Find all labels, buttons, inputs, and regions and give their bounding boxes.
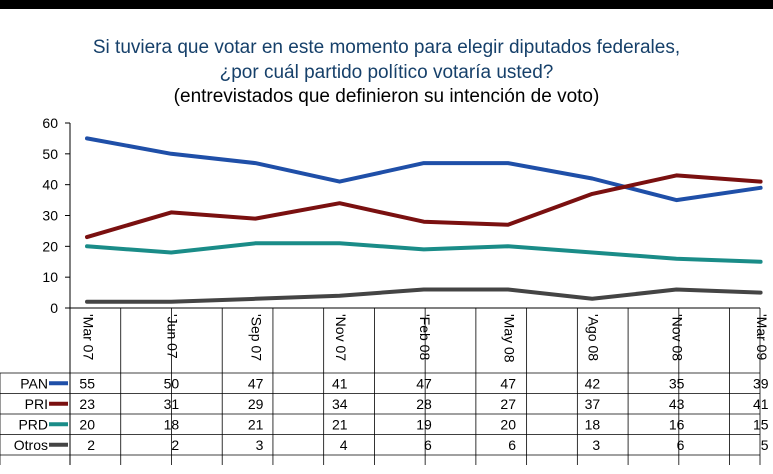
x-tick-label: 'May 08 xyxy=(501,314,517,363)
table-value: 50 xyxy=(164,375,180,391)
table-value: 27 xyxy=(500,396,516,412)
series-line-prd xyxy=(85,241,763,264)
table-value: 39 xyxy=(753,375,769,391)
y-tick-label: 20 xyxy=(42,238,58,254)
y-tick-label: 30 xyxy=(42,208,58,224)
x-tick-label: 'Nov 07 xyxy=(333,314,349,361)
table-value: 47 xyxy=(500,375,516,391)
table-value: 6 xyxy=(508,437,516,453)
y-tick-label: 40 xyxy=(42,177,58,193)
table-series-label: PAN xyxy=(20,375,48,391)
x-tick-label: 'Nov 08 xyxy=(670,314,686,361)
table-value: 6 xyxy=(677,437,685,453)
table-value: 21 xyxy=(248,416,264,432)
table-value: 41 xyxy=(332,375,348,391)
table-value: 37 xyxy=(585,396,601,412)
table-value: 34 xyxy=(332,396,348,412)
table-value: 42 xyxy=(585,375,601,391)
chart-title-line-3: (entrevistados que definieron su intenci… xyxy=(173,86,600,107)
table-value: 23 xyxy=(79,396,95,412)
series-line-pri xyxy=(85,173,763,240)
table-value: 3 xyxy=(256,437,264,453)
table-value: 29 xyxy=(248,396,264,412)
table-value: 4 xyxy=(340,437,348,453)
y-tick-label: 60 xyxy=(42,115,58,131)
table-value: 43 xyxy=(669,396,685,412)
table-series-label: PRD xyxy=(18,416,48,432)
y-tick-label: 0 xyxy=(50,300,58,316)
table-value: 3 xyxy=(592,437,600,453)
x-tick-label: 'Mar 07 xyxy=(80,314,96,360)
table-value: 47 xyxy=(248,375,264,391)
series-line-otros xyxy=(85,287,763,304)
x-tick-label: 'Sep 07 xyxy=(249,314,265,361)
table-value: 20 xyxy=(79,416,95,432)
table-series-label: Otros xyxy=(14,437,48,453)
series-line-pan xyxy=(85,136,763,203)
y-tick-label: 10 xyxy=(42,269,58,285)
table-value: 47 xyxy=(416,375,432,391)
y-tick-label: 50 xyxy=(42,146,58,162)
table-value: 28 xyxy=(416,396,432,412)
table-value: 19 xyxy=(416,416,432,432)
table-value: 2 xyxy=(87,437,95,453)
table-value: 41 xyxy=(753,396,769,412)
x-tick-label: 'Mar 09 xyxy=(754,314,770,360)
chart-title-line-2: ¿por cuál partido político votaría usted… xyxy=(219,62,554,83)
table-value: 31 xyxy=(164,396,180,412)
table-value: 16 xyxy=(669,416,685,432)
chart-title-line-1: Si tuviera que votar en este momento par… xyxy=(92,37,681,58)
table-series-label: PRI xyxy=(25,396,48,412)
top-bar xyxy=(0,0,773,9)
table-value: 18 xyxy=(585,416,601,432)
table-value: 21 xyxy=(332,416,348,432)
table-value: 15 xyxy=(753,416,769,432)
x-tick-label: 'Feb 08 xyxy=(417,314,433,360)
table-value: 5 xyxy=(761,437,769,453)
table-value: 35 xyxy=(669,375,685,391)
table-value: 6 xyxy=(424,437,432,453)
x-tick-label: 'Jun 07 xyxy=(164,314,180,359)
table-value: 18 xyxy=(164,416,180,432)
table-value: 20 xyxy=(500,416,516,432)
table-value: 55 xyxy=(79,375,95,391)
table-value: 2 xyxy=(171,437,179,453)
x-tick-label: 'Ago 08 xyxy=(585,314,601,361)
